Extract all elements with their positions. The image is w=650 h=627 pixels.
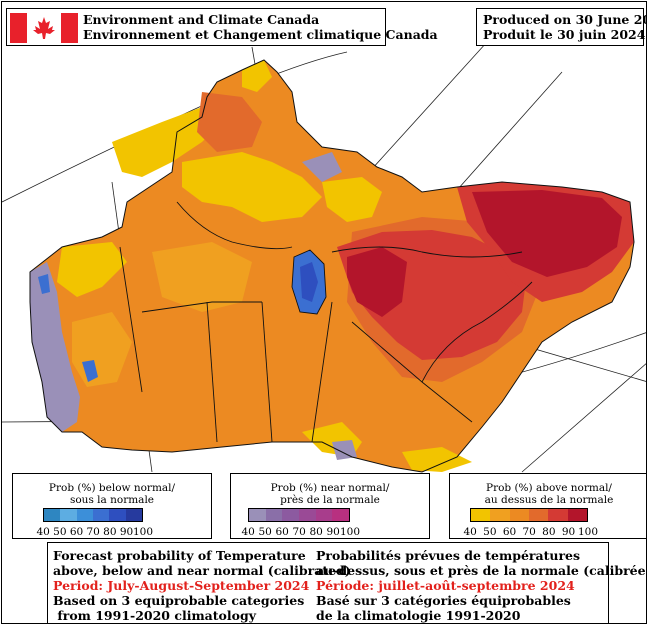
- agency-name-en: Environment and Climate Canada: [83, 12, 320, 27]
- legend-below-normal: Prob (%) below normal/ sous la normale 4…: [12, 473, 212, 539]
- legend-near-tick-70: 70: [292, 526, 306, 538]
- legend-above-tick-100: 100: [578, 526, 599, 538]
- legend-near-tick-90: 90: [326, 526, 340, 538]
- agency-header: Environment and Climate Canada Environne…: [6, 8, 438, 46]
- legend-above-swatches: [470, 508, 588, 522]
- legend-near-normal: Prob (%) near normal/ près de la normale…: [230, 473, 430, 539]
- legend-above-title: Prob (%) above normal/ au dessus de la n…: [450, 482, 646, 506]
- legend-near-swatch-5: [332, 509, 350, 521]
- landmass-above-normal-orange: [30, 60, 634, 472]
- legend-above-tick-40: 40: [463, 526, 477, 538]
- near-normal-nunavut-north: [302, 152, 342, 182]
- yellow-bc-interior: [57, 242, 127, 297]
- legend-below-tick-50: 50: [53, 526, 67, 538]
- legend-near-swatch-3: [299, 509, 316, 521]
- legend-above-tick-70: 70: [522, 526, 536, 538]
- yellow-ontario-south: [402, 447, 472, 472]
- desc-en-line1: Forecast probability of Temperature: [53, 548, 306, 563]
- legend-above-tick-90: 90: [561, 526, 576, 538]
- below-normal-vancouver-isl: [82, 360, 98, 382]
- near-normal-pacific-coast: [30, 262, 80, 432]
- legend-below-tick-60: 60: [69, 526, 84, 538]
- yellow-arctic-islands: [182, 152, 322, 222]
- legend-above-tick-50: 50: [483, 526, 497, 538]
- desc-fr-period: Période: juillet-août-septembre 2024: [316, 578, 575, 593]
- yellow-hudson: [322, 177, 382, 222]
- desc-en-line2: above, below and near normal (calibrated…: [53, 563, 351, 578]
- legend-below-tick-70: 70: [86, 526, 100, 538]
- desc-fr-line5: de la climatologie 1991-2020: [316, 608, 521, 623]
- desc-en-line4: Based on 3 equiprobable categories: [53, 593, 305, 608]
- hudson-bay-outline: [291, 249, 327, 315]
- below-normal-coast-north: [38, 274, 50, 294]
- legend-below-tick-100: 100: [133, 526, 154, 538]
- legend-below-title: Prob (%) below normal/ sous la normale: [13, 482, 211, 506]
- dark-red-ontario-core: [347, 247, 407, 317]
- legend-below-title-1: Prob (%) below normal/: [48, 482, 176, 494]
- dark-orange-nunavut: [197, 92, 262, 152]
- agency-name: Environment and Climate Canada Environne…: [83, 12, 438, 42]
- description-en: Forecast probability of Temperature abov…: [53, 548, 351, 623]
- legend-near-swatch-0: [249, 509, 266, 521]
- below-normal-hudson-core: [300, 262, 318, 302]
- desc-en-line5: from 1991-2020 climatology: [53, 608, 256, 623]
- desc-fr-line2: au-dessus, sous et près de la normale (c…: [316, 563, 647, 578]
- legend-below-swatch-4: [109, 509, 126, 521]
- legend-near-tick-40: 40: [241, 526, 255, 538]
- legend-above-normal: Prob (%) above normal/ au dessus de la n…: [449, 473, 646, 539]
- legend-near-swatch-2: [282, 509, 300, 521]
- legend-near-title: Prob (%) near normal/ près de la normale: [231, 482, 429, 506]
- desc-fr-line1: Probabilités prévues de températures: [316, 548, 581, 563]
- forecast-description: Forecast probability of Temperature abov…: [47, 542, 646, 623]
- legend-above-swatch-4: [548, 509, 568, 521]
- production-date: Produced on 30 June 2024 Produit le 30 j…: [476, 8, 646, 46]
- produced-date-en: Produced on 30 June 2024: [483, 12, 646, 27]
- legend-near-tick-100: 100: [340, 526, 361, 538]
- legend-above-tick-60: 60: [502, 526, 517, 538]
- legend-above-title-1: Prob (%) above normal/: [486, 482, 612, 494]
- legend-below-tick-90: 90: [119, 526, 134, 538]
- legend-below-swatch-1: [60, 509, 77, 521]
- legend-below-tick-40: 40: [36, 526, 50, 538]
- legend-below-swatch-3: [92, 509, 110, 521]
- near-normal-ontario-spot: [332, 440, 357, 460]
- legend-above-swatch-0: [471, 509, 491, 521]
- legend-below-swatch-5: [125, 509, 142, 521]
- legend-above-swatch-5: [567, 509, 587, 521]
- coastline: [29, 59, 635, 473]
- desc-en-period: Period: July-August-September 2024: [53, 578, 310, 593]
- legend-near-tick-80: 80: [309, 526, 323, 538]
- legend-below-swatch-2: [76, 509, 93, 521]
- legend-above-swatch-1: [490, 509, 510, 521]
- province-boundaries: [119, 201, 533, 443]
- legend-near-title-2: près de la normale: [280, 494, 380, 506]
- legend-below-swatch-0: [44, 509, 61, 521]
- legend-near-tick-60: 60: [275, 526, 289, 538]
- agency-name-fr: Environnement et Changement climatique C…: [83, 27, 438, 42]
- legend-above-swatch-2: [509, 509, 529, 521]
- legend-below-title-2: sous la normale: [69, 494, 155, 506]
- canada-flag-icon: [10, 13, 78, 43]
- yellow-ellesmere: [242, 60, 272, 92]
- legend-above-swatch-3: [528, 509, 549, 521]
- legend-near-swatches: [248, 508, 350, 522]
- legend-near-swatch-4: [315, 509, 333, 521]
- description-fr: Probabilités prévues de températures au-…: [316, 548, 647, 623]
- legend-above-title-2: au dessus de la normale: [484, 494, 614, 506]
- dark-red-labrador-core: [472, 190, 622, 277]
- produced-date-fr: Produit le 30 juin 2024: [483, 27, 646, 42]
- yellow-north-coast: [112, 97, 227, 177]
- legend-near-title-1: Prob (%) near normal/: [270, 482, 390, 494]
- light-orange-nwt: [152, 242, 252, 312]
- legend-above-tick-80: 80: [542, 526, 556, 538]
- legend-below-tick-80: 80: [103, 526, 117, 538]
- legend-near-tick-50: 50: [258, 526, 272, 538]
- legend-near-swatch-1: [265, 509, 283, 521]
- desc-fr-line4: Basé sur 3 catégories équiprobables: [316, 593, 571, 608]
- legend-below-swatches: [43, 508, 143, 522]
